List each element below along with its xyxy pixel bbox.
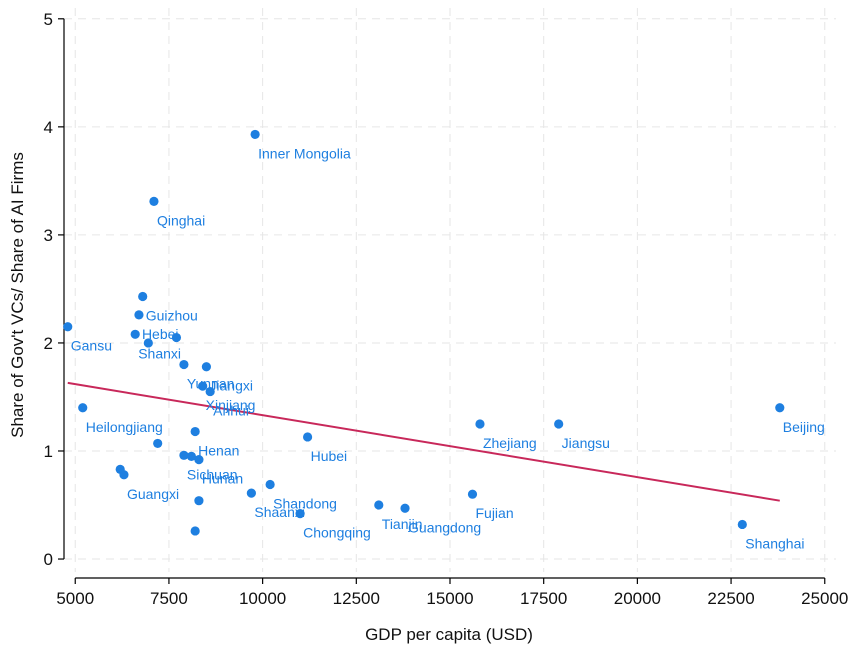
fit-line-layer <box>67 381 780 502</box>
x-tick-label: 10000 <box>239 589 286 608</box>
point-label: Henan <box>198 443 239 459</box>
x-tick-label: 25000 <box>801 589 848 608</box>
data-point <box>775 403 785 413</box>
data-point <box>467 489 478 499</box>
axes: 0 1 2 3 4 5 5000 7500 10000 12500 15000 17500 20000 2… <box>44 10 849 608</box>
point-label: Shandong <box>273 495 337 511</box>
data-point <box>246 488 256 498</box>
point-label: Hubei <box>311 448 348 464</box>
point-label: Sichuan <box>187 466 238 482</box>
point-label: Shanghai <box>745 535 804 551</box>
y-tick-label: 4 <box>44 118 53 137</box>
data-point <box>198 381 208 391</box>
x-tick-label: 7500 <box>150 589 188 608</box>
data-point <box>143 338 153 348</box>
data-point <box>134 310 144 320</box>
point-label: Guangdong <box>408 519 481 535</box>
point-label: Heilongjiang <box>86 419 163 435</box>
point-label: Tianjin <box>382 516 423 532</box>
point-label: Shanxi <box>138 345 181 361</box>
y-tick-label: 0 <box>44 550 53 569</box>
x-tick-label: 17500 <box>520 589 567 608</box>
data-point <box>190 526 200 536</box>
data-point <box>554 419 564 429</box>
data-point <box>149 196 159 207</box>
data-point <box>186 451 197 461</box>
x-tick-label: 12500 <box>333 589 380 608</box>
data-point <box>179 450 189 460</box>
point-label: Qinghai <box>157 212 205 228</box>
grid <box>64 8 836 572</box>
data-point <box>171 332 182 343</box>
data-point <box>63 322 73 332</box>
data-point <box>475 419 485 429</box>
y-tick-label: 5 <box>44 10 53 29</box>
y-tick-label: 3 <box>44 226 53 245</box>
point-label: Zhejiang <box>483 435 537 451</box>
point-label: Yunnan <box>187 376 235 392</box>
data-point <box>302 432 313 442</box>
data-point <box>265 479 275 490</box>
point-labels-layer: Inner Mongolia Qinghai Gansu Guizhou Hebei Sh… <box>71 145 825 551</box>
x-tick-label: 5000 <box>56 589 94 608</box>
data-point <box>374 500 384 510</box>
data-point <box>190 426 200 437</box>
y-axis-title: Share of Gov't VCs/ Share of AI Firms <box>8 152 27 438</box>
data-point <box>78 403 88 413</box>
data-point <box>138 291 148 302</box>
data-point <box>201 362 212 372</box>
point-label: Anhui <box>213 403 249 419</box>
data-point <box>194 455 204 465</box>
data-point <box>179 359 189 370</box>
point-label: Shaanxi <box>254 504 305 520</box>
point-label: Jiangsu <box>562 435 610 451</box>
point-label: Hebei <box>142 326 179 342</box>
data-point <box>400 503 410 513</box>
point-label: Gansu <box>71 338 112 354</box>
y-tick-label: 1 <box>44 442 53 461</box>
points-layer <box>63 129 785 536</box>
point-label: Hunan <box>202 471 243 487</box>
data-point <box>295 509 305 519</box>
y-tick-label: 2 <box>44 334 53 353</box>
x-axis-title: GDP per capita (USD) <box>365 625 533 644</box>
data-point <box>205 386 215 397</box>
data-point <box>194 496 204 506</box>
data-point <box>130 329 140 339</box>
x-tick-label: 22500 <box>707 589 754 608</box>
point-label: Inner Mongolia <box>258 145 351 161</box>
data-point <box>115 464 125 474</box>
point-label: Xinjiang <box>206 397 256 413</box>
point-label: Guizhou <box>146 307 198 323</box>
data-point <box>153 438 163 449</box>
data-point <box>250 129 260 140</box>
point-label: Jiangxi <box>209 378 253 394</box>
data-point <box>737 519 747 530</box>
point-label: Fujian <box>475 505 513 521</box>
x-tick-label: 20000 <box>614 589 661 608</box>
point-label: Guangxi <box>127 486 179 502</box>
x-tick-label: 15000 <box>426 589 473 608</box>
point-label: Chongqing <box>303 525 371 541</box>
point-label: Beijing <box>783 419 825 435</box>
fit-line <box>67 381 780 502</box>
